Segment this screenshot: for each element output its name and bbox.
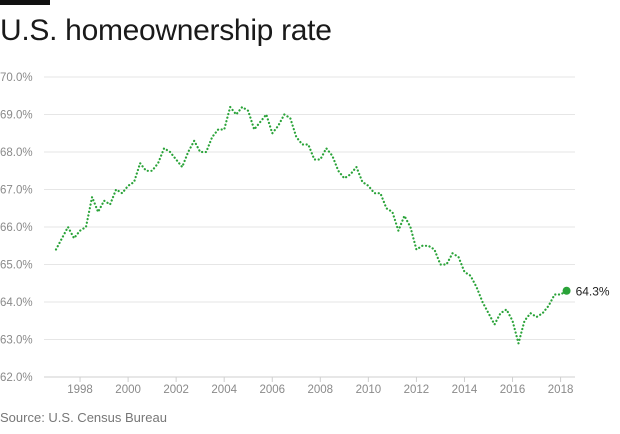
- x-axis-tick-labels: 1998 2000 2002 2004 2006 2008 2010 2012 2014 2016…: [67, 384, 573, 396]
- y-tick-label: 66.0%: [0, 222, 33, 234]
- series-polyline: [54, 105, 568, 345]
- x-tick-label: 2016: [500, 384, 526, 396]
- series-line: [54, 105, 568, 345]
- y-axis-tick-labels: 62.0% 63.0% 64.0% 65.0% 66.0% 67.0% 68.0% 69.0%…: [0, 72, 33, 384]
- x-tick-label: 2004: [211, 384, 237, 396]
- y-tick-label: 65.0%: [0, 260, 33, 272]
- y-tick-label: 63.0%: [0, 335, 33, 347]
- y-tick-label: 68.0%: [0, 147, 33, 159]
- x-tick-label: 2012: [404, 384, 430, 396]
- y-tick-label: 70.0%: [0, 72, 33, 84]
- x-tick-label: 2018: [548, 384, 574, 396]
- grid-lines: [44, 76, 575, 340]
- chart-title: U.S. homeownership rate: [0, 14, 332, 47]
- x-tick-label: 2014: [452, 384, 478, 396]
- x-tick-label: 2006: [259, 384, 285, 396]
- end-value-label: 64.3%: [576, 284, 610, 298]
- end-point-marker: [562, 286, 571, 295]
- y-tick-label: 62.0%: [0, 372, 33, 384]
- y-tick-label: 67.0%: [0, 185, 33, 197]
- y-tick-label: 64.0%: [0, 297, 33, 309]
- end-annotation: 64.3%: [562, 284, 610, 298]
- x-tick-label: 2002: [163, 384, 189, 396]
- source-note: Source: U.S. Census Bureau: [0, 410, 167, 425]
- title-accent-bar: [0, 0, 50, 5]
- x-tick-label: 2010: [356, 384, 382, 396]
- x-axis: [44, 376, 575, 382]
- x-tick-label: 2000: [115, 384, 141, 396]
- x-tick-label: 2008: [308, 384, 334, 396]
- x-tick-label: 1998: [67, 384, 93, 396]
- y-tick-label: 69.0%: [0, 110, 33, 122]
